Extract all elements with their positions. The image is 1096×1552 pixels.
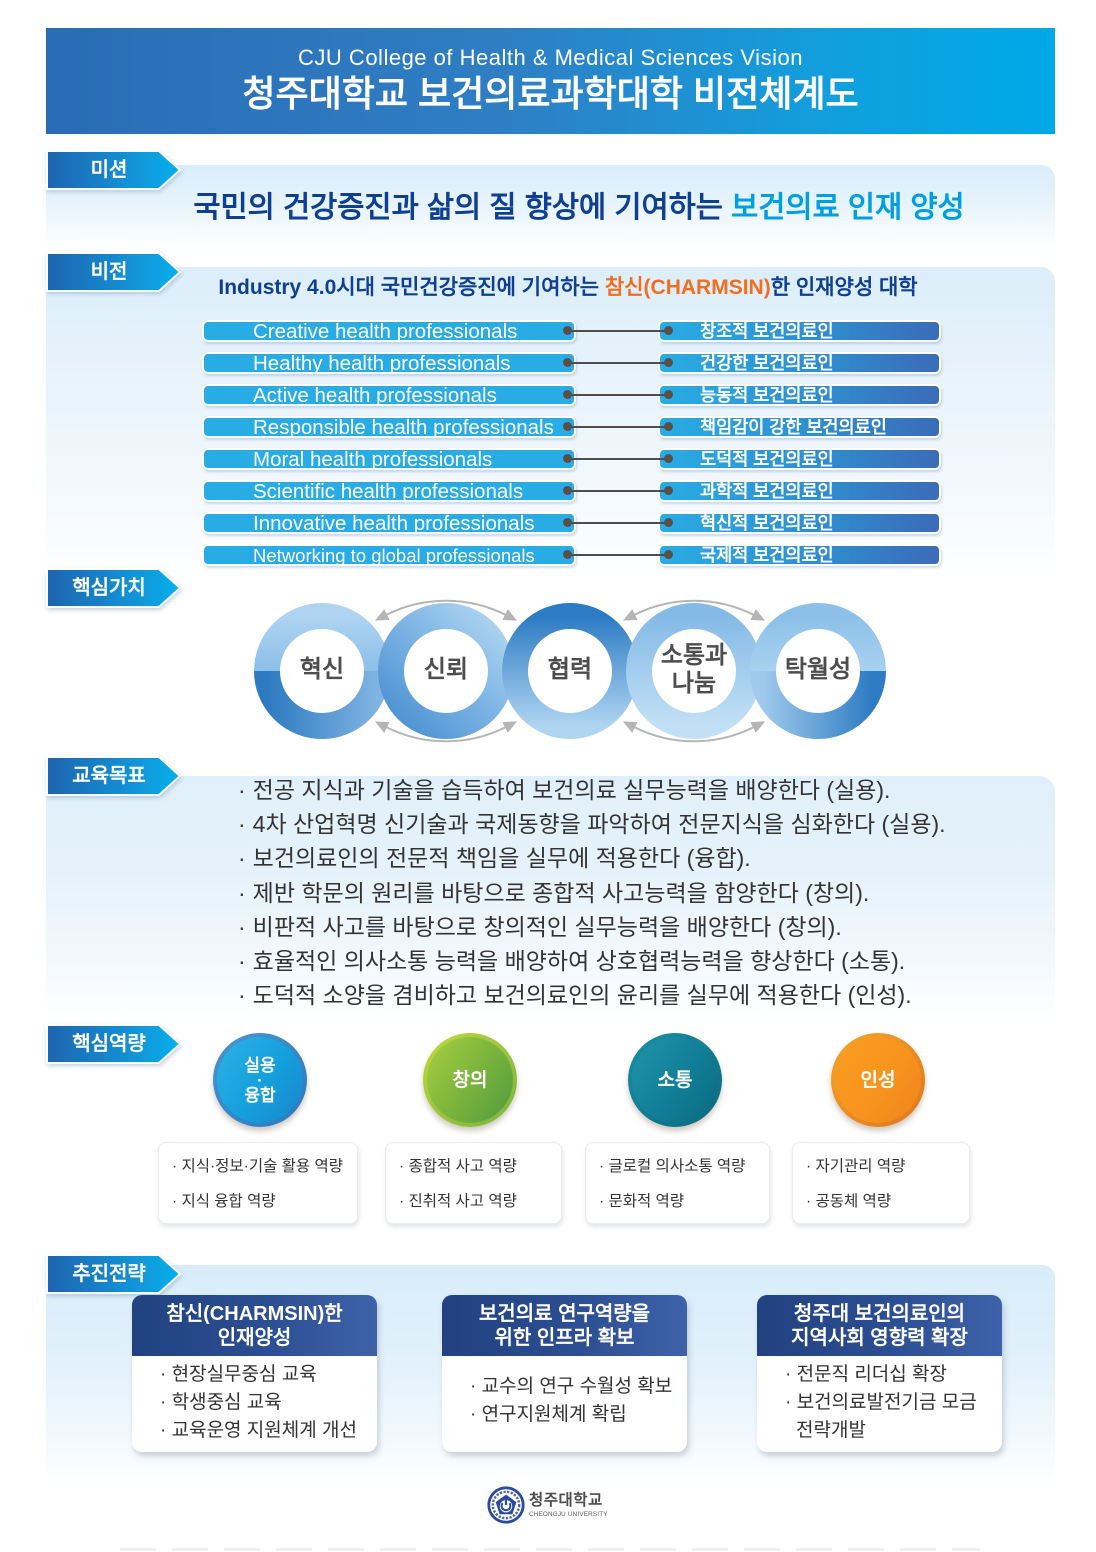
svg-text:신뢰: 신뢰 <box>424 656 468 683</box>
svg-text:소통과: 소통과 <box>661 642 727 669</box>
svg-text:탁월성: 탁월성 <box>785 656 851 683</box>
svg-text:혁신: 혁신 <box>300 656 344 683</box>
svg-text:나눔: 나눔 <box>672 670 716 697</box>
svg-text:협력: 협력 <box>548 656 592 683</box>
